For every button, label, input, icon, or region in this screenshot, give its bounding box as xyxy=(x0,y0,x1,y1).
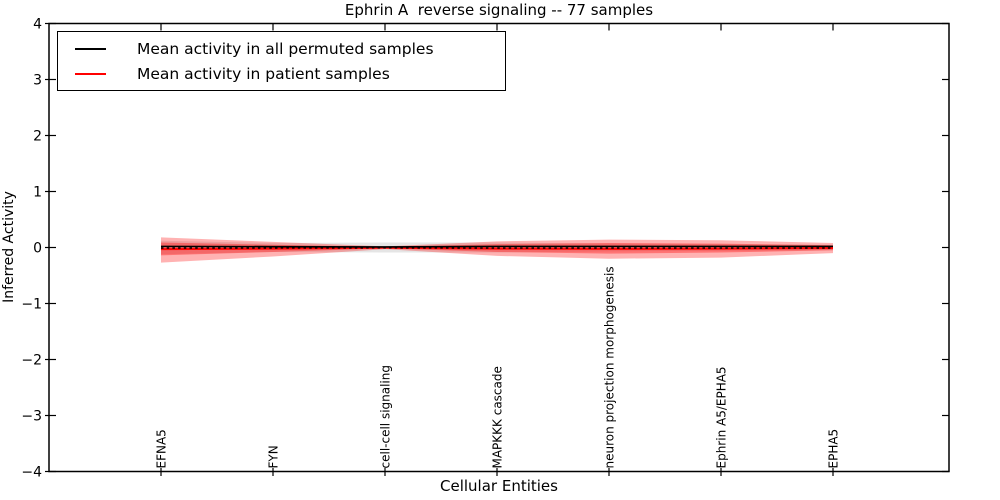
legend-box: Mean activity in all permuted samples Me… xyxy=(57,31,506,91)
legend-entry-permuted: Mean activity in all permuted samples xyxy=(58,36,505,61)
x-category-label: EFNA5 xyxy=(155,429,169,468)
x-category-label: MAPKKK cascade xyxy=(491,366,505,468)
patient-std-band-outer xyxy=(161,237,833,263)
legend-line-sample-patient xyxy=(75,72,106,75)
x-axis-label: Cellular Entities xyxy=(440,477,558,495)
y-tick-label: 0 xyxy=(33,241,42,257)
legend-line-sample-permuted xyxy=(75,47,106,50)
x-category-label: FYN xyxy=(267,445,281,468)
x-category-label: neuron projection morphogenesis xyxy=(603,266,617,468)
y-tick-label: −1 xyxy=(21,297,42,313)
y-tick-label: 3 xyxy=(33,73,42,89)
permuted-std-band xyxy=(161,240,833,255)
legend-label-permuted: Mean activity in all permuted samples xyxy=(137,39,434,58)
y-tick-label: 4 xyxy=(33,17,42,33)
chart-title: Ephrin A reverse signaling -- 77 samples xyxy=(344,1,654,19)
y-axis-label: Inferred Activity xyxy=(1,191,17,303)
x-category-label: EPHA5 xyxy=(827,429,841,469)
y-tick-label: 2 xyxy=(33,129,42,145)
y-tick-label: −3 xyxy=(21,409,42,425)
y-tick-label: −2 xyxy=(21,353,42,369)
y-tick-label: 1 xyxy=(33,185,42,201)
x-category-label: cell-cell signaling xyxy=(379,365,393,469)
series-line-000000 xyxy=(160,245,833,248)
legend-label-patient: Mean activity in patient samples xyxy=(137,64,390,83)
x-category-label: Ephrin A5/EPHA5 xyxy=(715,366,729,468)
legend-entry-patient: Mean activity in patient samples xyxy=(58,61,505,86)
y-tick-label: −4 xyxy=(21,465,42,481)
